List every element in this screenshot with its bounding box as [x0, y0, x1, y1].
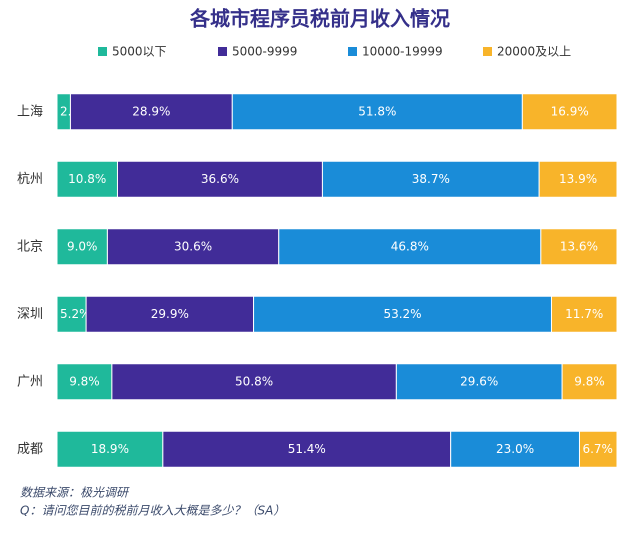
legend-label: 5000以下	[112, 45, 167, 59]
data-label: 38.7%	[412, 172, 450, 186]
bar-segment	[116, 160, 323, 198]
bar-segment	[561, 363, 618, 401]
data-label: 16.9%	[551, 104, 589, 118]
bar-segment	[521, 93, 618, 131]
data-label: 13.9%	[559, 172, 597, 186]
y-tick-label: 成都	[17, 442, 43, 457]
y-tick-label: 北京	[17, 239, 43, 254]
bar-segment	[56, 228, 108, 266]
legend-label: 10000-19999	[362, 45, 443, 59]
legend-label: 20000及以上	[497, 45, 571, 59]
data-label: 10.8%	[68, 172, 106, 186]
bar-segment	[540, 228, 618, 266]
data-label: 51.4%	[288, 442, 326, 456]
bar-segment	[106, 228, 280, 266]
data-label: 11.7%	[565, 307, 603, 321]
data-label: 6.7%	[582, 442, 613, 456]
bar-segment	[56, 295, 87, 333]
data-label: 23.0%	[496, 442, 534, 456]
data-label: 9.8%	[69, 374, 100, 388]
legend-swatch	[483, 47, 492, 56]
bar-segment	[69, 93, 233, 131]
y-tick-label: 上海	[17, 104, 43, 119]
legend-swatch	[98, 47, 107, 56]
data-label: 13.6%	[560, 239, 598, 253]
source-note: 数据来源：极光调研	[20, 486, 130, 500]
bar-segment	[56, 430, 164, 468]
bar-segment	[578, 430, 618, 468]
data-label: 30.6%	[174, 239, 212, 253]
bar-segment	[56, 363, 113, 401]
y-tick-label: 深圳	[17, 307, 43, 322]
data-label: 36.6%	[201, 172, 239, 186]
data-label: 5.2%	[60, 307, 91, 321]
bar-segment	[85, 295, 255, 333]
bar-segment	[278, 228, 542, 266]
data-label: 18.9%	[91, 442, 129, 456]
data-label: 9.0%	[67, 239, 98, 253]
bar-segment	[162, 430, 452, 468]
bar-segment	[253, 295, 552, 333]
data-label: 28.9%	[132, 104, 170, 118]
bar-segment	[450, 430, 580, 468]
legend-label: 5000-9999	[232, 45, 297, 59]
legend-swatch	[348, 47, 357, 56]
y-tick-label: 广州	[17, 374, 43, 389]
bar-segment	[111, 363, 397, 401]
bar-segment	[321, 160, 540, 198]
y-tick-label: 杭州	[17, 172, 43, 187]
chart-title: 各城市程序员税前月收入情况	[189, 7, 450, 31]
data-label: 9.8%	[574, 374, 605, 388]
bar-segment	[56, 160, 118, 198]
data-label: 46.8%	[391, 239, 429, 253]
data-label: 53.2%	[383, 307, 421, 321]
bar-segment	[550, 295, 618, 333]
data-label: 50.8%	[235, 374, 273, 388]
data-label: 51.8%	[358, 104, 396, 118]
legend-swatch	[218, 47, 227, 56]
data-label: 29.9%	[151, 307, 189, 321]
question-note: Q：请问您目前的税前月收入大概是多少？（SA）	[20, 504, 285, 518]
bar-segment	[538, 160, 618, 198]
data-label: 29.6%	[460, 374, 498, 388]
